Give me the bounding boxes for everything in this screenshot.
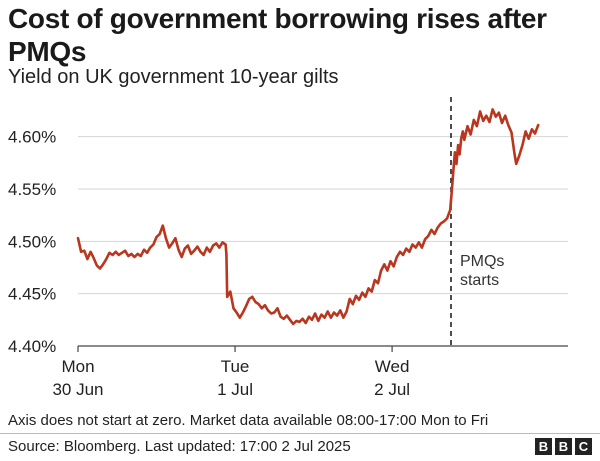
x-tick-label: Wed: [375, 357, 410, 376]
y-tick-label: 4.40%: [8, 337, 56, 356]
bbc-logo-letter: B: [535, 438, 552, 455]
x-tick-label: 1 Jul: [217, 380, 253, 399]
y-tick-label: 4.60%: [8, 128, 56, 147]
pmqs-annotation-label: starts: [460, 272, 499, 289]
chart-subtitle: Yield on UK government 10-year gilts: [8, 66, 339, 88]
bbc-logo-letter: C: [575, 438, 592, 455]
source-text: Source: Bloomberg. Last updated: 17:00 2…: [8, 438, 351, 455]
x-tick-label: 2 Jul: [374, 380, 410, 399]
bbc-logo: B B C: [535, 438, 592, 455]
y-tick-label: 4.55%: [8, 180, 56, 199]
footer-divider: [0, 433, 600, 434]
gilt-yield-line: [76, 108, 540, 326]
bbc-logo-letter: B: [555, 438, 572, 455]
y-tick-label: 4.50%: [8, 232, 56, 251]
pmqs-annotation-label: PMQs: [460, 253, 504, 270]
y-tick-label: 4.45%: [8, 285, 56, 304]
x-tick-label: Mon: [61, 357, 94, 376]
line-chart: 4.40% 4.45% 4.50% 4.55% 4.60% Mon 30 Jun Tue 1 J…: [8, 97, 568, 399]
x-tick-label: 30 Jun: [52, 380, 103, 399]
x-tick-label: Tue: [221, 357, 250, 376]
axis-note: Axis does not start at zero. Market data…: [8, 412, 489, 429]
chart-title: Cost of government borrowing rises after…: [8, 3, 547, 67]
